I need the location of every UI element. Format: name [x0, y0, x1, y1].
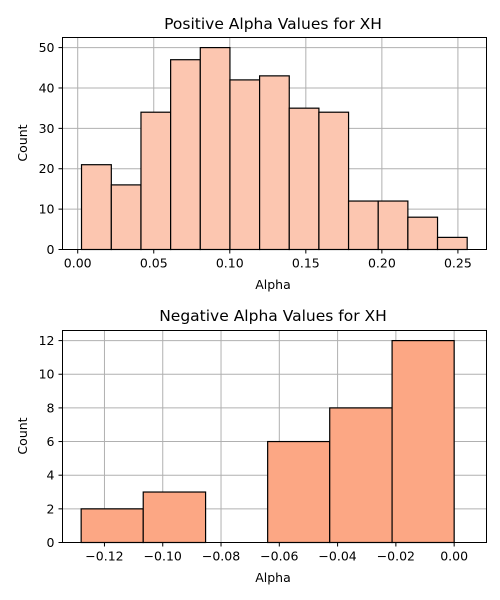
y-tick-label: 20 — [39, 161, 55, 176]
y-tick-label: 2 — [47, 501, 55, 516]
histogram-bar — [377, 200, 409, 251]
x-tick-label: −0.04 — [318, 549, 356, 564]
x-tick-label: 0.00 — [440, 549, 468, 564]
y-tick-label: 8 — [47, 400, 55, 415]
x-axis-label: Alpha — [255, 277, 291, 292]
histogram-bar — [391, 339, 455, 544]
y-tick-label: 50 — [39, 40, 55, 55]
negative-alpha-histogram: Negative Alpha Values for XH Alpha Count… — [15, 307, 487, 585]
x-axis-label: Alpha — [255, 570, 291, 585]
y-tick-label: 10 — [39, 367, 55, 382]
y-tick-label: 0 — [47, 535, 55, 550]
histogram-bar — [288, 107, 320, 251]
y-tick-label: 6 — [47, 434, 55, 449]
x-tick-label: −0.02 — [377, 549, 415, 564]
bars — [80, 46, 468, 251]
chart-title: Positive Alpha Values for XH — [164, 15, 382, 33]
x-tick-label: 0.05 — [140, 256, 168, 271]
x-tick-label: 0.25 — [444, 256, 472, 271]
histogram-bar — [407, 216, 439, 251]
y-tick-label: 0 — [47, 242, 55, 257]
y-tick-label: 30 — [39, 121, 55, 136]
x-tick-label: 0.10 — [216, 256, 244, 271]
x-tick-label: −0.12 — [85, 549, 123, 564]
bars — [80, 339, 455, 544]
plot-frame — [62, 37, 487, 250]
histogram-bar — [267, 440, 331, 544]
plot-frame — [62, 330, 487, 543]
chart-title: Negative Alpha Values for XH — [159, 307, 387, 325]
histogram-bar — [110, 184, 142, 251]
histogram-bar — [258, 75, 290, 251]
histogram-bar — [318, 111, 350, 251]
histogram-bar — [142, 491, 207, 544]
histogram-bar — [140, 111, 172, 251]
histogram-bar — [170, 59, 201, 251]
histogram-bar — [80, 508, 144, 544]
y-tick-label: 10 — [39, 202, 55, 217]
x-tick-label: −0.08 — [202, 549, 240, 564]
y-tick-label: 4 — [47, 468, 55, 483]
y-tick-label: 40 — [39, 80, 55, 95]
x-tick-label: 0.00 — [64, 256, 92, 271]
x-tick-label: 0.15 — [292, 256, 320, 271]
histogram-bar — [436, 236, 468, 251]
y-tick-label: 12 — [39, 333, 55, 348]
y-axis-label: Count — [15, 124, 30, 161]
ticks: 0.00 0.05 0.10 0.15 0.20 0.25 0 10 20 30 40 50 — [39, 40, 472, 270]
histogram-bar — [199, 46, 231, 251]
histogram-bar — [347, 200, 379, 251]
x-tick-label: −0.10 — [144, 549, 182, 564]
x-tick-label: −0.06 — [260, 549, 298, 564]
x-tick-label: 0.20 — [368, 256, 396, 271]
histogram-bar — [329, 407, 393, 544]
positive-alpha-histogram: Positive Alpha Values for XH Alpha Count… — [15, 15, 487, 292]
histogram-bar — [229, 79, 261, 251]
histogram-bar — [80, 164, 112, 251]
ticks: −0.12 −0.10 −0.08 −0.06 −0.04 −0.02 0.00 0 2 4 6 8 1… — [39, 333, 469, 563]
y-axis-label: Count — [15, 417, 30, 454]
